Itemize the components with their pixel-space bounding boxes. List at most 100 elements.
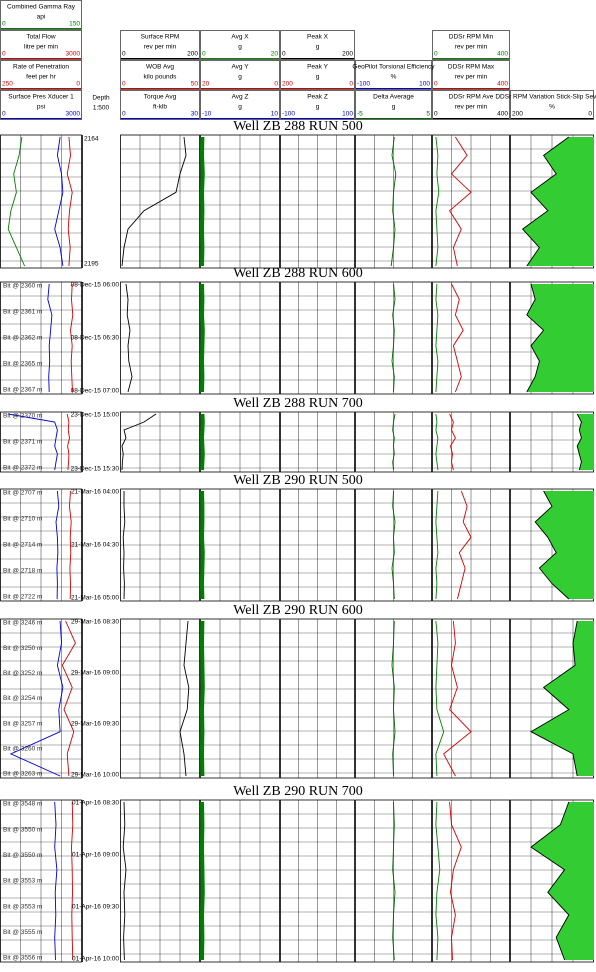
- scale-max: 150: [69, 21, 80, 28]
- time-label: 01-Apr-16 10:00: [72, 956, 119, 963]
- header-cell: [0, 0, 82, 30]
- header-cell: [0, 90, 82, 120]
- curve: [8, 413, 58, 471]
- run-panel: [0, 411, 594, 473]
- bit-depth-label: Bit @ 3246 m: [3, 620, 42, 627]
- curve: [125, 283, 133, 393]
- channel-name: Avg X: [231, 34, 249, 41]
- curve: [521, 136, 570, 267]
- scale-max: 200: [187, 51, 198, 58]
- channel-name: DDSr RPM Variation Stick-Slip Severity: [495, 94, 596, 101]
- channel-unit: litre per min: [24, 44, 58, 51]
- time-label: 01-Apr-16 09:00: [72, 852, 119, 859]
- scale-max: 3000: [66, 111, 81, 118]
- bit-depth-label: Bit @ 2372 m: [3, 465, 42, 472]
- time-label: 29-Mar-16 09:00: [71, 670, 119, 677]
- bit-depth-label: Bit @ 2710 m: [3, 516, 42, 523]
- channel-name: WOB Avg: [146, 64, 174, 71]
- bit-depth-label: Bit @ 2371 m: [3, 439, 42, 446]
- bit-depth-label: Bit @ 3254 m: [3, 695, 42, 702]
- scale-max: 0: [349, 81, 353, 88]
- channel-name: DDSr RPM Ave: [449, 94, 494, 101]
- channel-name: GeoPilot Torsional Efficiency: [352, 64, 435, 71]
- time-label: 23-Dec-15 15:00: [71, 412, 120, 419]
- time-label: 08-Dec-15 07:00: [71, 388, 120, 395]
- channel-name: DDSr RPM Max: [448, 64, 495, 71]
- run-title: Well ZB 288 RUN 500: [233, 119, 363, 134]
- severity-fill: [522, 137, 594, 266]
- channel-name: Peak X: [307, 34, 329, 41]
- scale-min: 200: [512, 111, 523, 118]
- scale-min: 20: [202, 81, 210, 88]
- scale-min: -100: [357, 81, 370, 88]
- curve: [66, 136, 73, 267]
- time-label: 21-Mar-16 04:30: [71, 542, 119, 549]
- bit-depth-label: Bit @ 2360 m: [3, 283, 42, 290]
- bit-depth-label: Bit @ 3260 m: [3, 746, 42, 753]
- curve: [61, 620, 76, 777]
- header-cell: [280, 60, 355, 90]
- scale-max: 0: [588, 111, 592, 118]
- channel-unit: ft-klb: [153, 104, 167, 111]
- time-label: 29-Mar-16 10:00: [71, 772, 119, 779]
- channel-unit: g: [316, 104, 320, 111]
- scale-min: -100: [282, 111, 295, 118]
- channel-name: Surface RPM: [141, 34, 180, 41]
- bit-depth-label: Bit @ 3550 m: [3, 826, 42, 833]
- channel-unit: %: [549, 104, 555, 111]
- channel-name: Surface Pres Xducer 1: [8, 94, 74, 101]
- bit-depth-label: Bit @ 2367 m: [3, 387, 42, 394]
- bit-depth-label: Bit @ 2718 m: [3, 568, 42, 575]
- curve: [122, 801, 127, 961]
- channel-unit: api: [37, 14, 46, 21]
- channel-name: DDSr RPM Min: [449, 34, 494, 41]
- curve: [391, 620, 396, 777]
- depth-value: 2164: [84, 136, 99, 143]
- bit-depth-label: Bit @ 2714 m: [3, 542, 42, 549]
- curve: [121, 413, 157, 471]
- bit-depth-label: Bit @ 2370 m: [3, 413, 42, 420]
- scale-max: 400: [497, 81, 508, 88]
- run-title: Well ZB 290 RUN 600: [233, 603, 363, 618]
- scale-max: 50: [191, 81, 199, 88]
- header-cell: [0, 60, 82, 90]
- channel-unit: rev per min: [455, 74, 488, 81]
- channel-unit: %: [391, 74, 397, 81]
- curve: [54, 801, 58, 961]
- scale-min: -10: [202, 111, 212, 118]
- curve: [392, 413, 396, 471]
- bit-depth-label: Bit @ 2362 m: [3, 335, 42, 342]
- time-label: 01-Apr-16 09:30: [72, 904, 119, 911]
- bit-depth-label: Bit @ 3250 m: [3, 645, 42, 652]
- scale-max: 20: [271, 51, 279, 58]
- channel-unit: g: [316, 74, 320, 81]
- depth-value: 2195: [84, 261, 99, 268]
- severity-fill: [526, 284, 594, 392]
- curve: [54, 136, 64, 267]
- bit-depth-label: Bit @ 2722 m: [3, 594, 42, 601]
- header-cell: [432, 60, 510, 90]
- curve: [179, 620, 190, 777]
- severity-fill: [577, 414, 594, 470]
- header-cell: [200, 90, 280, 120]
- header-cell: [200, 60, 280, 90]
- curve: [451, 283, 464, 393]
- curve: [526, 283, 545, 393]
- curve: [55, 490, 60, 600]
- header-cell: [510, 90, 594, 120]
- curve: [66, 413, 70, 471]
- scale-max: 0: [274, 81, 278, 88]
- channel-name: Rate of Penetration: [13, 64, 69, 71]
- scale-min: 200: [282, 81, 293, 88]
- curve: [7, 136, 26, 267]
- channel-unit: g: [238, 74, 242, 81]
- channel-name: Peak Z: [307, 94, 328, 101]
- scale-min: 0: [122, 111, 126, 118]
- time-label: 21-Mar-16 05:00: [71, 595, 119, 602]
- scale-min: 0: [434, 81, 438, 88]
- run-title: Well ZB 288 RUN 700: [233, 396, 363, 411]
- channel-name: Avg Y: [231, 64, 249, 71]
- channel-unit: g: [392, 104, 396, 111]
- severity-fill: [531, 802, 594, 960]
- depth-scale: 1:500: [93, 105, 110, 112]
